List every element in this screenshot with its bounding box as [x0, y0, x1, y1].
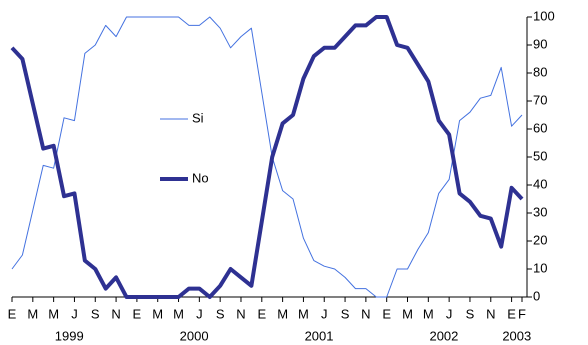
year-label: 1999: [55, 328, 84, 343]
y-tick-label: 40: [533, 176, 547, 191]
y-tick-label: 70: [533, 92, 547, 107]
legend-label: No: [192, 170, 209, 185]
x-tick-label: E: [382, 306, 391, 321]
x-tick-label: S: [341, 306, 350, 321]
y-tick-label: 100: [533, 8, 555, 23]
x-tick-label: M: [423, 306, 434, 321]
x-tick-label: M: [27, 306, 38, 321]
y-tick-label: 90: [533, 36, 547, 51]
x-tick-label: S: [466, 306, 475, 321]
x-tick-label: F: [518, 306, 526, 321]
x-tick-label: E: [257, 306, 266, 321]
x-tick-label: N: [486, 306, 495, 321]
x-tick-label: E: [133, 306, 142, 321]
year-label: 2003: [502, 328, 531, 343]
x-tick-label: M: [152, 306, 163, 321]
y-tick-label: 30: [533, 204, 547, 219]
year-label: 2002: [429, 328, 458, 343]
y-tick-label: 50: [533, 148, 547, 163]
year-label: 2001: [305, 328, 334, 343]
y-tick-label: 0: [533, 288, 540, 303]
x-tick-label: J: [71, 306, 78, 321]
legend-label: Si: [192, 110, 204, 125]
x-tick-label: E: [8, 306, 17, 321]
series-line: [10, 15, 524, 299]
y-tick-label: 60: [533, 120, 547, 135]
x-tick-label: N: [236, 306, 245, 321]
x-tick-label: M: [48, 306, 59, 321]
y-tick-label: 10: [533, 260, 547, 275]
year-label: 2000: [180, 328, 209, 343]
x-tick-label: S: [91, 306, 100, 321]
x-tick-label: J: [446, 306, 453, 321]
x-tick-label: M: [173, 306, 184, 321]
x-tick-label: N: [111, 306, 120, 321]
x-tick-label: N: [361, 306, 370, 321]
y-tick-label: 80: [533, 64, 547, 79]
x-tick-label: J: [321, 306, 328, 321]
x-tick-label: J: [196, 306, 203, 321]
legend-box: [150, 103, 232, 195]
x-tick-label: E: [507, 306, 516, 321]
x-tick-label: S: [216, 306, 225, 321]
y-tick-label: 20: [533, 232, 547, 247]
series-line: [11, 16, 523, 298]
x-tick-label: M: [298, 306, 309, 321]
x-tick-label: M: [402, 306, 413, 321]
x-tick-label: M: [277, 306, 288, 321]
